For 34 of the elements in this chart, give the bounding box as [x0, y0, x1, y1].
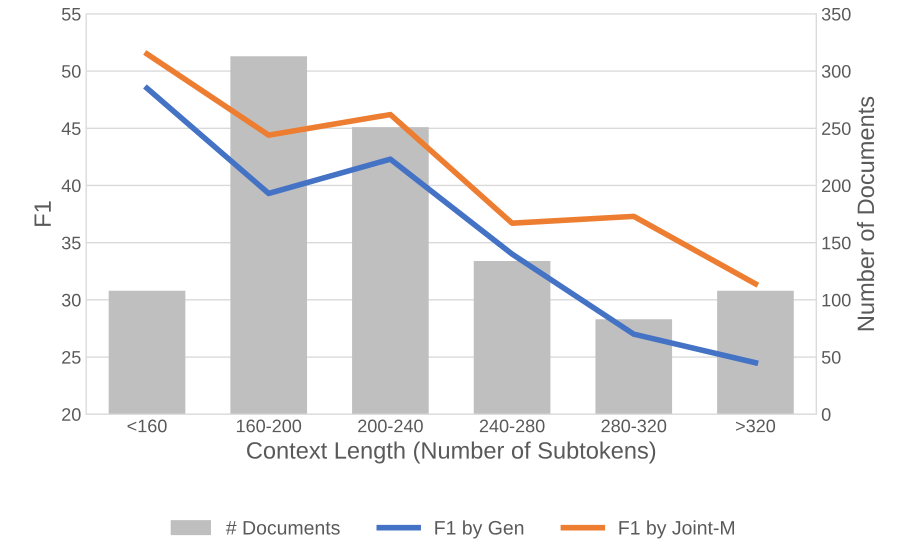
y2-tick-label: 0 [822, 408, 830, 421]
y-tick-label: 40 [62, 179, 81, 192]
y2-tick-label: 250 [822, 122, 851, 135]
y2-tick-label: 150 [822, 236, 851, 250]
y-tick-label: 45 [62, 122, 81, 135]
y-tick-label: 55 [62, 8, 81, 21]
y2-tick-label: 350 [822, 8, 851, 21]
bar [352, 127, 429, 414]
y-tick-label: 50 [62, 65, 81, 78]
y2-tick-label: 50 [822, 350, 841, 364]
x-tick-label: >320 [736, 420, 776, 432]
y-axis-title: F1 [34, 201, 51, 226]
x-axis-title: Context Length (Number of Subtokens) [247, 441, 656, 464]
legend-label: F1 by Gen [435, 520, 524, 538]
bar [108, 290, 186, 414]
x-tick-label: 160-200 [236, 420, 302, 432]
x-tick-label: 280-320 [602, 420, 666, 432]
x-tick-label: 240-280 [480, 420, 545, 432]
bar [474, 260, 550, 414]
legend-label: F1 by Joint-M [619, 520, 734, 538]
y-tick-label: 35 [62, 236, 81, 250]
y2-axis-title: Number of Documents [856, 96, 874, 330]
x-tick-label: 200-240 [358, 420, 423, 432]
y-tick-label: 20 [62, 408, 81, 421]
y2-tick-label: 300 [822, 65, 851, 78]
bar [230, 56, 308, 414]
bar [595, 319, 672, 414]
y-tick-label: 30 [62, 294, 81, 307]
x-tick-label: <160 [128, 420, 167, 432]
y2-tick-label: 100 [822, 294, 851, 307]
y-tick-label: 25 [62, 350, 81, 364]
legend-label: # Documents [226, 521, 340, 535]
y2-tick-label: 200 [822, 179, 851, 192]
bar [717, 290, 794, 414]
